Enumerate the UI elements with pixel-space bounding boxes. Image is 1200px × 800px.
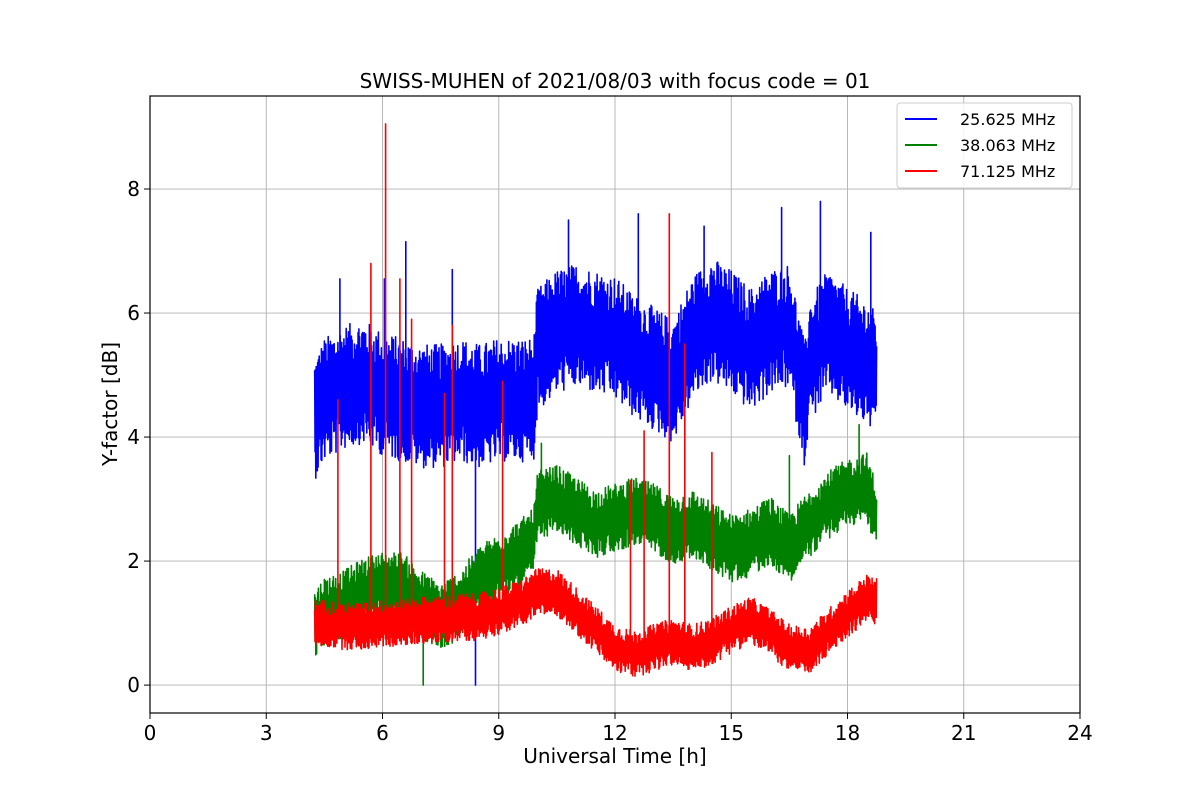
y-tick-label: 4	[127, 425, 140, 449]
x-tick-label: 12	[602, 721, 627, 745]
x-axis: 0 3 6 9 12 15 18 21 24	[144, 713, 1093, 745]
legend-label-38-063: 38.063 MHz	[960, 136, 1055, 155]
legend: 25.625 MHz 38.063 MHz 71.125 MHz	[896, 102, 1073, 189]
series-layer	[313, 123, 878, 686]
y-tick-label: 0	[127, 673, 140, 697]
y-tick-label: 8	[127, 177, 140, 201]
legend-entry: 71.125 MHz	[905, 162, 1055, 181]
x-tick-label: 18	[835, 721, 860, 745]
x-tick-label: 15	[719, 721, 744, 745]
x-tick-label: 9	[492, 721, 505, 745]
y-tick-label: 6	[127, 301, 140, 325]
chart-title: SWISS-MUHEN of 2021/08/03 with focus cod…	[360, 69, 871, 93]
series-line-71-125	[313, 123, 878, 677]
series-line-38-063	[313, 423, 878, 686]
legend-box	[896, 102, 1073, 189]
legend-label-71-125: 71.125 MHz	[960, 162, 1055, 181]
x-tick-label: 3	[260, 721, 273, 745]
series-line-25-625	[313, 200, 878, 686]
legend-label-25-625: 25.625 MHz	[960, 110, 1055, 129]
y-tick-label: 2	[127, 549, 140, 573]
legend-entry: 25.625 MHz	[905, 110, 1055, 129]
x-axis-title: Universal Time [h]	[523, 744, 706, 768]
x-tick-label: 0	[144, 721, 157, 745]
y-axis: 0 2 4 6 8	[127, 177, 150, 697]
x-tick-label: 21	[951, 721, 976, 745]
y-axis-title: Y-factor [dB]	[98, 342, 122, 467]
x-tick-label: 6	[376, 721, 389, 745]
legend-entry: 38.063 MHz	[905, 136, 1055, 155]
x-tick-label: 24	[1067, 721, 1092, 745]
